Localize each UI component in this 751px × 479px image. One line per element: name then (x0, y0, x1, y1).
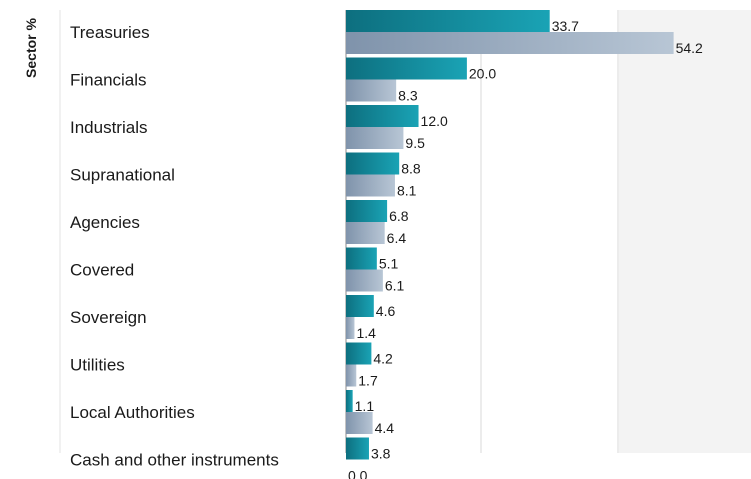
value-label-primary: 8.8 (401, 161, 421, 177)
bar-secondary (346, 222, 385, 244)
bar-primary (346, 57, 467, 80)
gridlines (480, 10, 619, 453)
bar-secondary (346, 127, 404, 149)
bar-primary (346, 247, 377, 270)
bar-primary (346, 105, 419, 127)
bar-primary (346, 390, 353, 412)
value-label-secondary: 8.1 (397, 183, 417, 199)
bar-primary (346, 152, 400, 175)
bar-secondary (346, 412, 373, 434)
category-label: Cash and other instruments (70, 451, 279, 470)
value-labels: 33.7 54.2 20.0 8.312.0 9.5 8.8 8.1 6.8 6.4 5.1 6.1… (348, 18, 703, 479)
value-label-secondary: 54.2 (676, 40, 703, 56)
category-labels: Treasuries Financials Industrials Supranati… (70, 23, 279, 470)
category-label: Covered (70, 261, 134, 280)
bar-secondary (346, 79, 397, 102)
category-label: Industrials (70, 118, 147, 137)
value-label-primary: 3.8 (371, 446, 391, 462)
bar-secondary (346, 364, 357, 387)
bar-secondary (346, 32, 674, 54)
value-label-secondary: 1.7 (358, 373, 378, 389)
category-label: Utilities (70, 356, 125, 375)
value-label-primary: 4.2 (373, 351, 393, 367)
value-label-primary: 6.8 (389, 208, 409, 224)
bar-primary (346, 10, 550, 32)
bar-secondary (346, 269, 383, 292)
value-label-secondary: 9.5 (405, 135, 425, 151)
value-label-secondary: 8.3 (398, 88, 418, 104)
category-label: Treasuries (70, 23, 150, 42)
bars (346, 10, 674, 460)
value-label-secondary: 0.0 (348, 468, 368, 479)
bar-secondary (346, 174, 395, 197)
bar-primary (346, 342, 372, 365)
value-label-secondary: 6.4 (387, 230, 407, 246)
bar-primary (346, 295, 374, 317)
category-label: Local Authorities (70, 403, 195, 422)
value-label-secondary: 1.4 (356, 325, 376, 341)
bar-primary (346, 437, 369, 460)
value-label-primary: 12.0 (421, 113, 448, 129)
plot-area-right-band (619, 10, 751, 453)
value-label-secondary: 4.4 (375, 420, 395, 436)
category-label: Supranational (70, 166, 175, 185)
category-label: Agencies (70, 213, 140, 232)
value-label-primary: 20.0 (469, 66, 496, 82)
value-label-primary: 5.1 (379, 256, 399, 272)
bar-primary (346, 200, 388, 222)
y-axis-title: Sector % (23, 17, 39, 77)
value-label-primary: 33.7 (552, 18, 579, 34)
category-label: Financials (70, 71, 147, 90)
value-label-secondary: 6.1 (385, 278, 405, 294)
value-label-primary: 1.1 (355, 398, 375, 414)
bar-secondary (346, 317, 355, 339)
category-label: Sovereign (70, 308, 147, 327)
value-label-primary: 4.6 (376, 303, 396, 319)
